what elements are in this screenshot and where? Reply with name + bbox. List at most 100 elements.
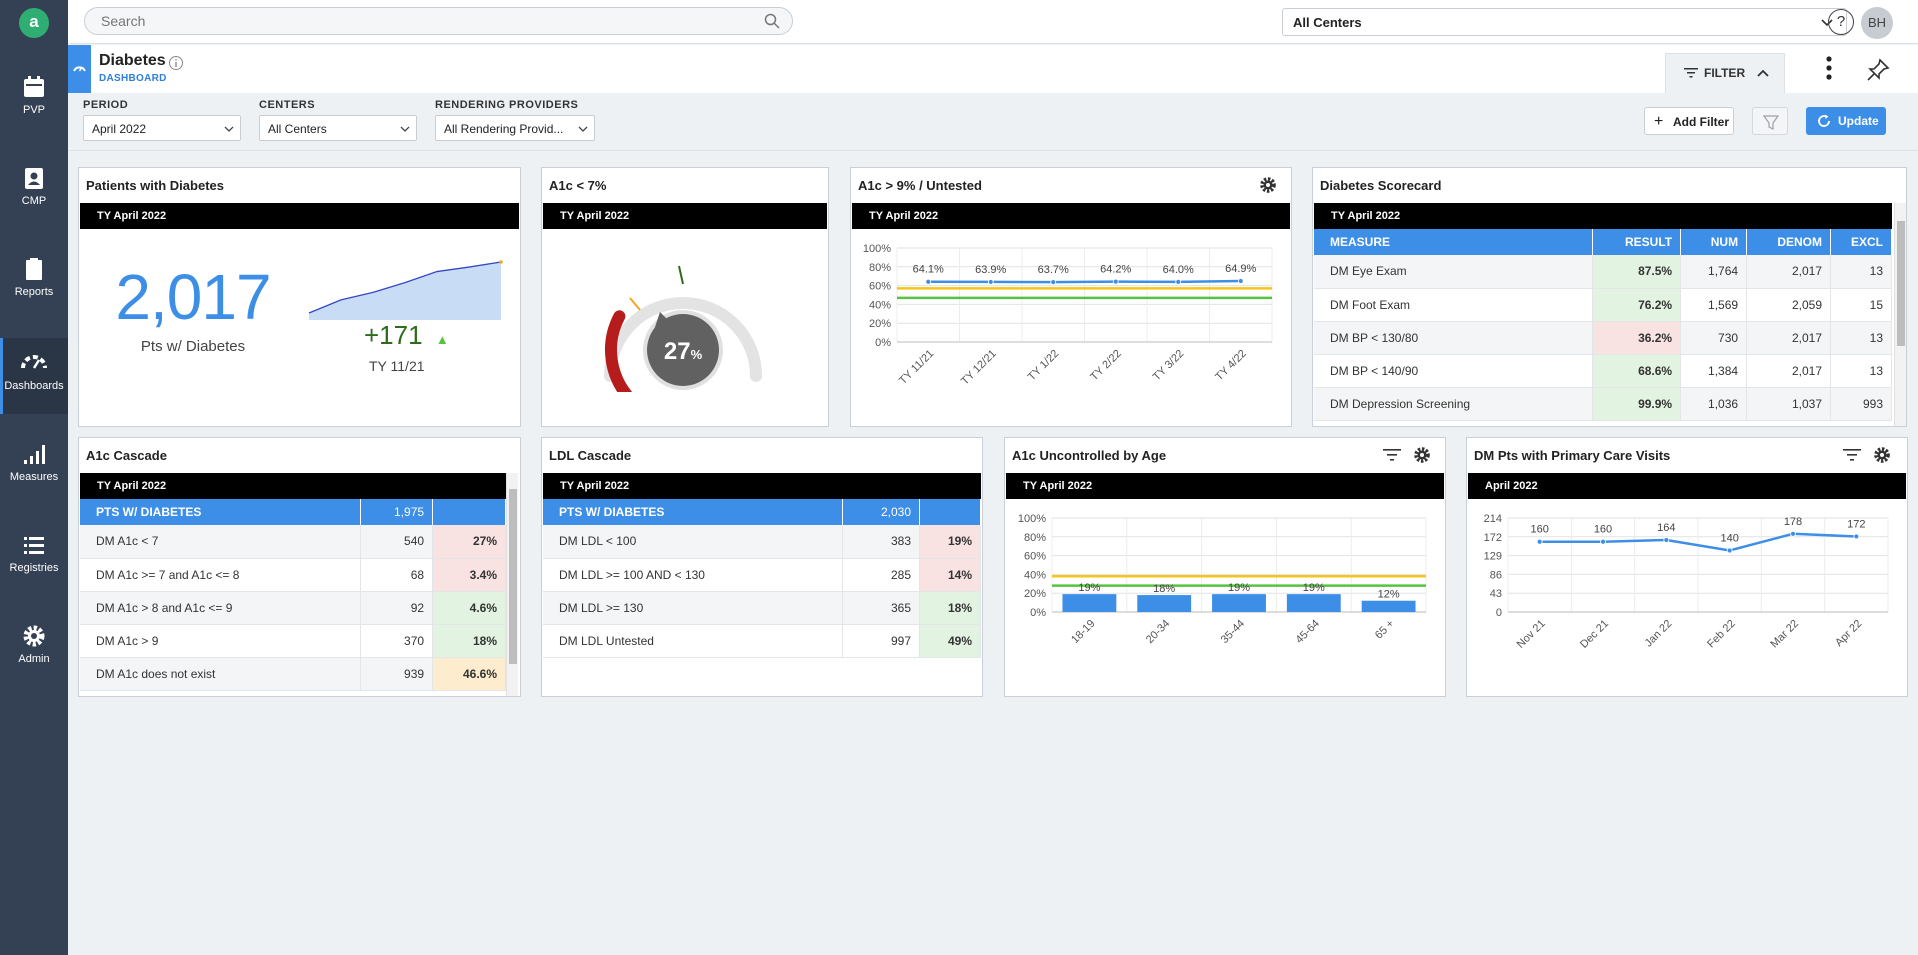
sidebar-item-registries[interactable]: Registries	[0, 520, 68, 596]
x-tick-label: Feb 22	[1705, 618, 1738, 651]
avatar[interactable]: BH	[1861, 7, 1893, 39]
gauge-fill	[605, 310, 633, 392]
x-tick-label: 20-34	[1144, 618, 1172, 646]
excl-header[interactable]: EXCL	[1830, 229, 1892, 255]
search-icon[interactable]	[764, 13, 780, 29]
scrollbar-thumb[interactable]	[509, 489, 517, 664]
sidebar-item-cmp[interactable]: CMP	[0, 153, 68, 229]
providers-select[interactable]: All Rendering Provid...	[435, 115, 595, 141]
table-row[interactable]: DM A1c > 8 and A1c <= 9 92 4.6%	[80, 591, 506, 625]
table-row[interactable]: DM LDL < 100 383 19%	[543, 525, 981, 559]
excl-cell: 15	[1830, 288, 1892, 322]
table-row[interactable]: DM A1c < 7 540 27%	[80, 525, 506, 559]
y-tick-label: 80%	[1024, 532, 1046, 544]
period-bar: TY April 2022	[80, 203, 519, 229]
filter-bar: PERIOD April 2022 CENTERS All Centers RE…	[68, 93, 1918, 151]
table-row[interactable]: DM A1c does not exist 939 46.6%	[80, 657, 506, 691]
result-cell: 68.6%	[1592, 354, 1682, 388]
table-row[interactable]: DM LDL >= 130 365 18%	[543, 591, 981, 625]
page-header: Diabetes DASHBOARD FILTER	[68, 45, 1918, 93]
table-row[interactable]: DM A1c > 9 370 18%	[80, 624, 506, 658]
app-logo[interactable]: a	[19, 8, 49, 38]
measure-cell: DM Eye Exam	[1314, 255, 1594, 289]
chevron-down-icon	[578, 126, 588, 132]
centers-value: All Centers	[268, 122, 327, 136]
patient-delta-value: +171	[364, 320, 423, 350]
table-row[interactable]: DM A1c >= 7 and A1c <= 8 68 3.4%	[80, 558, 506, 592]
table-row[interactable]: DM Foot Exam 76.2% 1,569 2,059 15	[1314, 288, 1892, 322]
series-line	[1539, 532, 1857, 552]
pin-icon[interactable]	[1865, 57, 1891, 83]
scorecard-table: MEASURE RESULT NUM DENOM EXCL DM Eye Exa…	[1314, 229, 1892, 421]
gear-icon[interactable]	[1413, 446, 1431, 464]
table-row[interactable]: DM LDL >= 100 AND < 130 285 14%	[543, 558, 981, 592]
collapse-panel-button[interactable]	[68, 45, 91, 93]
period-value: April 2022	[92, 122, 147, 136]
measure-header[interactable]: MEASURE	[1314, 229, 1594, 255]
data-label: 160	[1530, 524, 1548, 536]
info-icon[interactable]	[168, 55, 184, 71]
period-bar: TY April 2022	[543, 473, 981, 499]
chevron-up-icon	[1757, 69, 1769, 77]
row-value: 939	[360, 657, 434, 691]
center-select[interactable]: All Centers	[1282, 8, 1847, 36]
table-row[interactable]: DM Depression Screening 99.9% 1,036 1,03…	[1314, 387, 1892, 421]
centers-label: CENTERS	[259, 99, 316, 111]
data-label: 19%	[1303, 582, 1325, 594]
table-row[interactable]: DM Eye Exam 87.5% 1,764 2,017 13	[1314, 255, 1892, 289]
period-select[interactable]: April 2022	[83, 115, 241, 141]
x-tick-label: TY 4/22	[1213, 348, 1249, 384]
help-button[interactable]: ?	[1828, 9, 1854, 35]
clear-filter-button[interactable]	[1752, 107, 1788, 135]
y-tick-label: 86	[1490, 569, 1502, 581]
report-icon	[26, 258, 42, 280]
data-label: 140	[1720, 533, 1738, 545]
providers-label: RENDERING PROVIDERS	[435, 99, 579, 111]
table-row[interactable]: DM BP < 130/80 36.2% 730 2,017 13	[1314, 321, 1892, 355]
centers-select[interactable]: All Centers	[259, 115, 417, 141]
row-value: 997	[842, 624, 921, 658]
excl-cell: 13	[1830, 321, 1892, 355]
data-label: 164	[1657, 522, 1675, 534]
data-point	[925, 278, 932, 285]
result-header[interactable]: RESULT	[1592, 229, 1682, 255]
data-label: 12%	[1378, 589, 1400, 601]
series-line	[928, 279, 1241, 284]
a1c-cascade-table: PTS W/ DIABETES 1,975 DM A1c < 7 540 27%…	[80, 499, 506, 691]
y-tick-label: 60%	[1024, 551, 1046, 563]
table-row[interactable]: DM BP < 140/90 68.6% 1,384 2,017 13	[1314, 354, 1892, 388]
denom-header[interactable]: DENOM	[1746, 229, 1831, 255]
x-tick-label: Mar 22	[1768, 618, 1801, 651]
x-tick-label: Dec 21	[1578, 618, 1611, 651]
sparkline-endpoint	[499, 260, 503, 264]
sidebar-item-reports[interactable]: Reports	[0, 244, 68, 320]
plus-icon: +	[1654, 113, 1664, 130]
bar-signal-icon	[24, 445, 45, 464]
filter-lines-icon[interactable]	[1383, 448, 1401, 462]
row-value: 540	[360, 525, 434, 559]
chevron-down-icon	[400, 126, 410, 132]
update-button[interactable]: Update	[1806, 107, 1886, 135]
sidebar-item-admin[interactable]: Admin	[0, 611, 68, 687]
scorecard-scrollbar[interactable]	[1894, 203, 1906, 426]
sidebar-item-measures[interactable]: Measures	[0, 429, 68, 505]
gear-icon[interactable]	[1873, 446, 1891, 464]
centers-filter: CENTERS All Centers	[259, 99, 417, 141]
gear-icon[interactable]	[1259, 176, 1277, 194]
search-input[interactable]	[85, 8, 725, 34]
data-label: 172	[1847, 518, 1865, 530]
num-header[interactable]: NUM	[1680, 229, 1748, 255]
more-vertical-icon[interactable]	[1824, 55, 1834, 83]
dashboard-gauge-icon	[73, 66, 86, 72]
x-tick-label: TY 11/21	[897, 348, 936, 387]
sidebar-item-label: Admin	[18, 653, 50, 665]
page-title: Diabetes	[99, 52, 166, 69]
scrollbar-thumb[interactable]	[1897, 221, 1905, 346]
a1c-cascade-scrollbar[interactable]	[506, 473, 518, 696]
filter-lines-icon[interactable]	[1843, 448, 1861, 462]
sidebar-item-pvp[interactable]: PVP	[0, 62, 68, 138]
filter-toggle-button[interactable]: FILTER	[1665, 53, 1785, 93]
add-filter-button[interactable]: + Add Filter	[1644, 107, 1734, 135]
table-row[interactable]: DM LDL Untested 997 49%	[543, 624, 981, 658]
sidebar-item-dashboards[interactable]: Dashboards	[0, 338, 68, 414]
